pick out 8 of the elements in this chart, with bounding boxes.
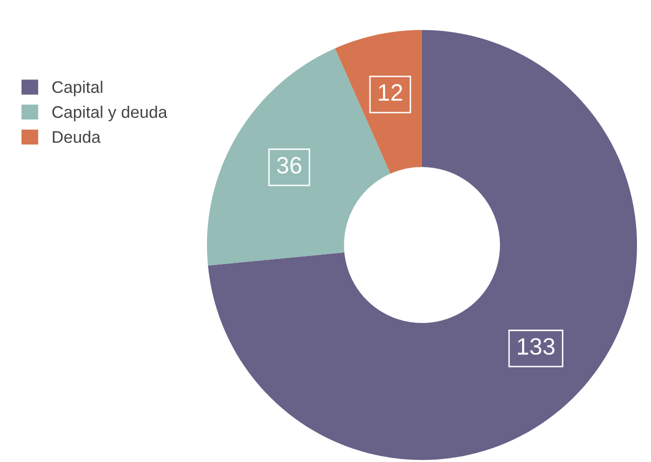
- data-label: 133: [518, 338, 554, 355]
- data-label: 12: [378, 84, 402, 101]
- donut-slice: [335, 30, 422, 174]
- donut-slice: [208, 30, 637, 460]
- legend-label: Deuda: [52, 130, 101, 143]
- data-label: 36: [277, 156, 302, 174]
- legend-label: Capital y deuda: [52, 106, 168, 122]
- legend-label: Capital: [52, 80, 102, 96]
